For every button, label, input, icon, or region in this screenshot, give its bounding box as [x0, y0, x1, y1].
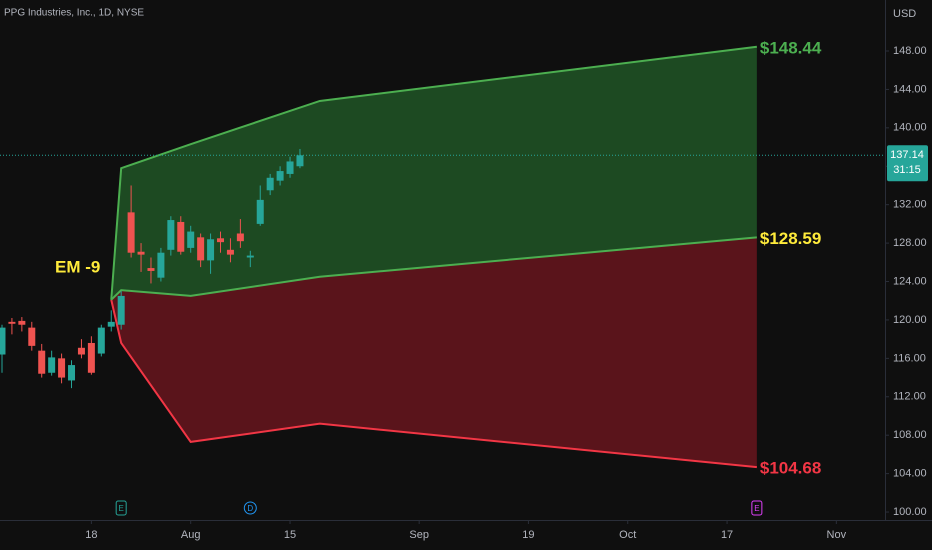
x-tick-label: Aug [181, 529, 201, 541]
candle-body [18, 320, 26, 325]
x-tick-label: Nov [827, 529, 847, 541]
y-tick-label: 104.00 [893, 468, 927, 480]
candle-body [286, 161, 294, 174]
candle-body [207, 239, 215, 261]
event-label: E [754, 504, 759, 513]
price-label: 137.14 [890, 149, 924, 161]
candle-body [87, 342, 95, 373]
candle-body [167, 220, 175, 250]
countdown-label: 31:15 [893, 164, 921, 176]
candle-body [246, 255, 254, 258]
candle-body [48, 357, 56, 373]
candle-body [226, 249, 234, 255]
event-icon [751, 500, 763, 516]
candle-body [68, 365, 76, 381]
candle-body [177, 221, 185, 252]
candle-body [97, 327, 105, 354]
candle-body [217, 238, 225, 243]
candle-body [127, 212, 135, 253]
candle-body [137, 251, 145, 255]
y-tick-label: 116.00 [893, 352, 926, 364]
event-icon [115, 500, 127, 516]
x-tick-label: 15 [284, 529, 296, 541]
cone-line [110, 299, 757, 469]
candle-body [117, 295, 125, 325]
y-tick-label: 108.00 [893, 429, 927, 441]
x-tick-label: 17 [721, 529, 733, 541]
cone-line [110, 45, 757, 300]
y-tick-label: 144.00 [893, 83, 927, 95]
candle-body [38, 350, 46, 374]
currency-label: USD [893, 8, 916, 20]
price-label-box [887, 145, 928, 182]
candle-body [107, 321, 115, 327]
cone-end-label: $128.59 [760, 229, 821, 248]
plot: $104.68 $148.44 $128.59 [0, 38, 885, 478]
event-label: E [119, 504, 124, 513]
y-tick-label: 100.00 [893, 506, 927, 518]
x-tick-label: Oct [619, 529, 636, 541]
event-label: D [247, 504, 253, 513]
y-tick-label: 128.00 [893, 237, 927, 249]
candle-body [296, 155, 304, 167]
candle-body [8, 321, 16, 324]
cone-end-label: $104.68 [760, 459, 821, 478]
candle-body [0, 327, 6, 355]
x-tick-label: 18 [85, 529, 97, 541]
y-tick-label: 148.00 [893, 45, 927, 57]
candle-body [256, 199, 264, 224]
candle-body [197, 237, 205, 261]
x-tick-label: 19 [522, 529, 534, 541]
annotation: EM -9 [55, 257, 100, 276]
event-icon [243, 501, 257, 515]
x-tick-label: Sep [409, 529, 429, 541]
cone-fill [111, 237, 757, 468]
candle-body [28, 327, 36, 346]
candle-body [58, 358, 66, 378]
cone-fill [111, 46, 757, 300]
y-tick-label: 132.00 [893, 199, 927, 211]
cone-line [110, 236, 757, 301]
cone-end-label: $148.44 [760, 38, 822, 57]
y-tick-label: 120.00 [893, 314, 927, 326]
candle-body [157, 252, 165, 278]
y-tick-label: 124.00 [893, 275, 927, 287]
candle-body [236, 233, 244, 242]
candle-body [276, 171, 284, 181]
candle-body [187, 231, 195, 248]
candle-body [77, 347, 85, 355]
y-tick-label: 112.00 [893, 391, 926, 403]
chart-title: PPG Industries, Inc., 1D, NYSE [4, 8, 144, 19]
candle-body [147, 268, 155, 271]
y-tick-label: 140.00 [893, 122, 927, 134]
candle-body [266, 177, 274, 191]
